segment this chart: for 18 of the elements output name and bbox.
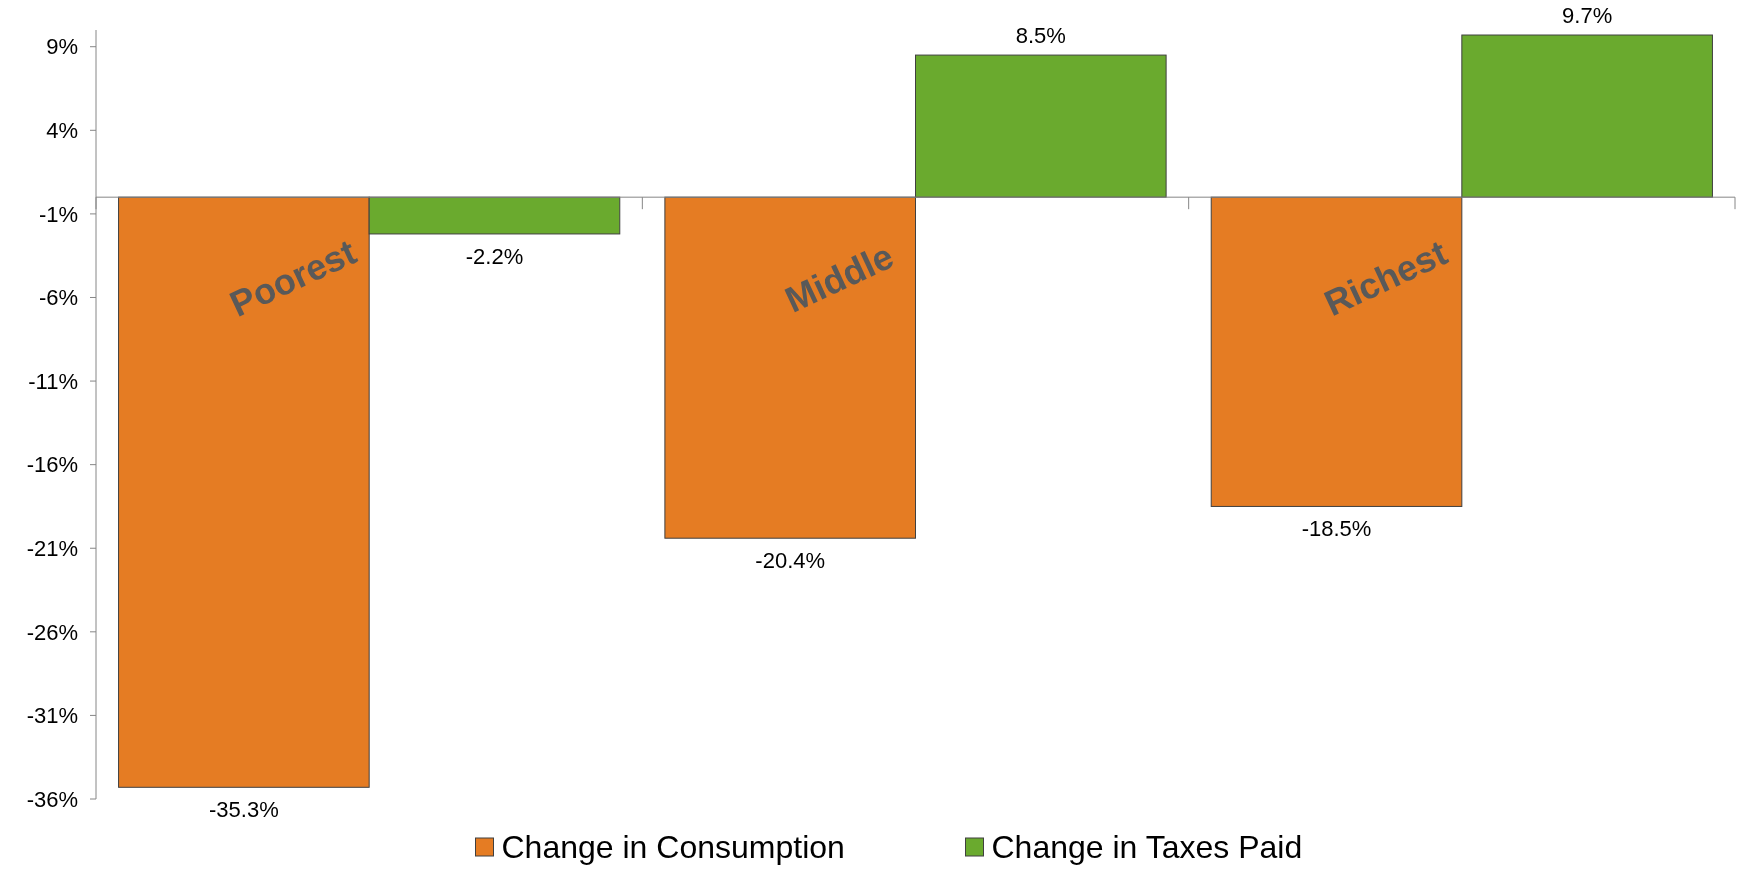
y-tick-label: -16% xyxy=(26,452,78,478)
data-label: 8.5% xyxy=(1015,23,1066,49)
data-label: -35.3% xyxy=(209,797,279,823)
y-tick-label: -1% xyxy=(38,201,78,227)
legend-label: Change in Taxes Paid xyxy=(991,829,1303,866)
data-label: -2.2% xyxy=(465,243,524,269)
data-label: 9.7% xyxy=(1562,3,1613,29)
y-tick-label: 9% xyxy=(46,34,78,60)
y-tick-label: -6% xyxy=(38,285,78,311)
y-tick-label: 4% xyxy=(46,118,78,143)
y-tick-label: -31% xyxy=(26,703,78,729)
y-tick-label: -36% xyxy=(26,786,78,812)
y-tick-label: -11% xyxy=(28,368,78,394)
data-label: -20.4% xyxy=(755,548,826,574)
y-tick-label: -21% xyxy=(26,535,78,561)
data-label: -18.5% xyxy=(1301,516,1372,542)
legend-label: Change in Consumption xyxy=(501,829,845,866)
y-tick-label: -26% xyxy=(26,619,78,645)
